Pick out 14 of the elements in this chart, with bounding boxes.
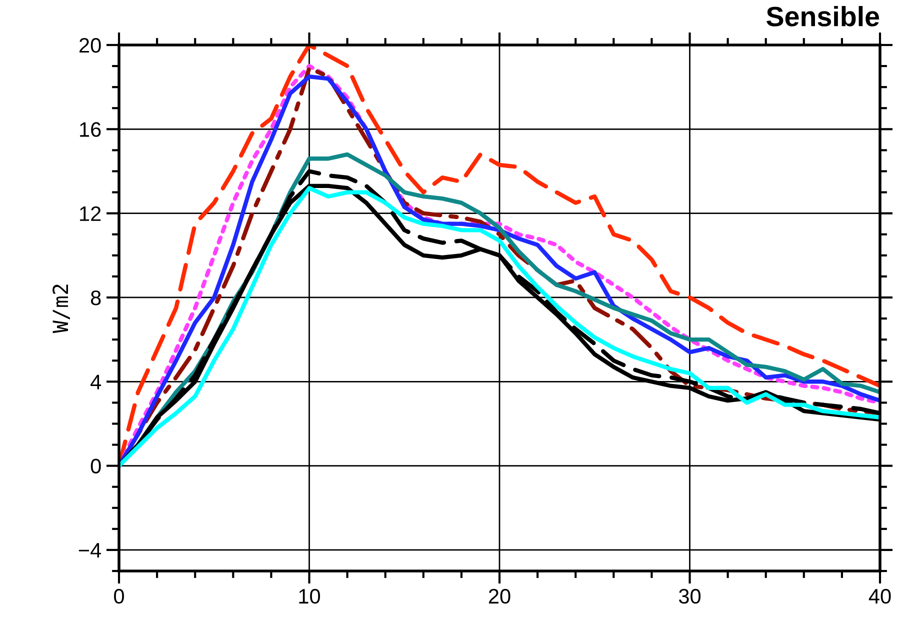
y-tick-label: 8 [90,290,101,306]
y-tick-label: −4 [78,543,102,558]
y-tick-label: 16 [80,122,101,137]
x-tick-label: 40 [868,588,891,604]
chart-title: Sensible [766,6,880,26]
x-tick-label: 30 [678,588,701,604]
y-tick-label: 0 [90,458,101,474]
x-tick-label: 10 [299,588,320,604]
x-tick-label: 0 [114,588,124,604]
y-tick-label: 4 [90,374,102,390]
y-tick-label: 12 [80,206,101,221]
x-tick-label: 20 [488,588,510,604]
y-tick-label: 20 [80,38,101,53]
y-axis-title: W/m2 [52,284,70,334]
